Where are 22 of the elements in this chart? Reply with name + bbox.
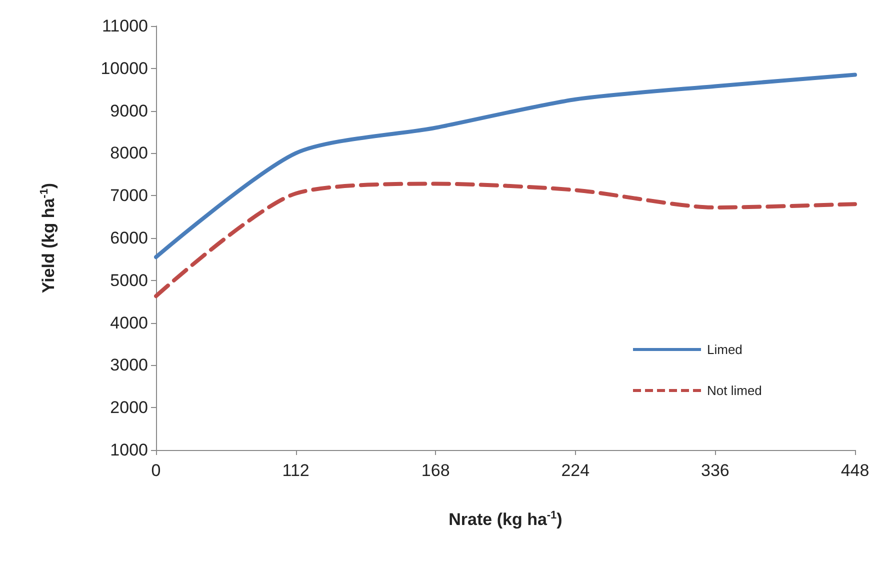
y-tick-label: 3000 [110, 356, 148, 375]
line-series [154, 72, 857, 260]
y-tick-label: 5000 [110, 270, 148, 290]
y-tick-label: 6000 [110, 228, 148, 248]
y-tick-label: 7000 [110, 186, 148, 206]
y-tick-label: 4000 [110, 313, 148, 332]
x-tick-label: 168 [421, 461, 450, 480]
y-tick-label: 10000 [100, 58, 148, 78]
y-tick-label: 11000 [102, 16, 148, 36]
legend-label: Not limed [707, 383, 762, 398]
y-axis-title: Yield (kg ha-1) [38, 182, 58, 294]
y-tick-label: 2000 [110, 398, 148, 418]
x-tick-label: 224 [561, 461, 590, 480]
x-tick-label: 0 [151, 461, 161, 480]
x-tick-label: 336 [701, 461, 730, 480]
y-tick-label: 8000 [110, 144, 148, 163]
x-tick-label: 448 [840, 461, 870, 480]
y-tick-label: 1000 [110, 440, 148, 460]
legend-label: Limed [707, 342, 742, 357]
x-tick-label: 112 [282, 461, 310, 480]
line-series [154, 182, 857, 298]
y-tick-label: 9000 [110, 101, 148, 120]
